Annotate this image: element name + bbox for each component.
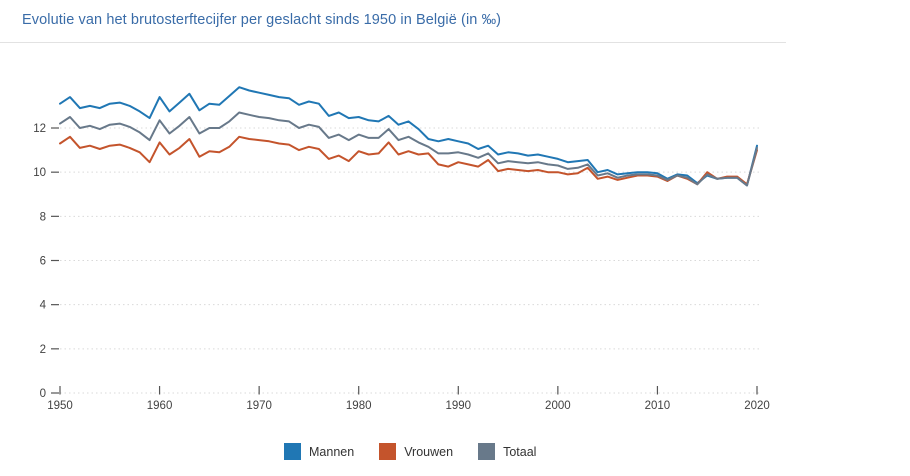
legend-item-totaal[interactable]: Totaal bbox=[478, 443, 536, 460]
chart-title: Evolutie van het brutosterftecijfer per … bbox=[22, 12, 502, 28]
legend-swatch-icon bbox=[284, 443, 301, 460]
x-tick-label: 2010 bbox=[645, 400, 671, 412]
y-tick-label: 6 bbox=[40, 256, 46, 268]
x-tick-label: 1970 bbox=[246, 400, 272, 412]
y-tick-label: 8 bbox=[40, 211, 46, 223]
legend-item-mannen[interactable]: Mannen bbox=[284, 443, 354, 460]
legend-label: Totaal bbox=[503, 444, 537, 459]
y-tick-label: 12 bbox=[33, 123, 46, 135]
legend-swatch-icon bbox=[478, 443, 496, 460]
y-tick-label: 4 bbox=[40, 300, 47, 312]
x-tick-label: 1980 bbox=[346, 400, 372, 412]
x-tick-label: 1960 bbox=[147, 400, 173, 412]
y-tick-label: 10 bbox=[33, 167, 46, 179]
legend-item-vrouwen[interactable]: Vrouwen bbox=[379, 443, 453, 460]
legend-swatch-icon bbox=[379, 443, 397, 460]
title-divider bbox=[0, 42, 786, 43]
series-line-mannen bbox=[59, 86, 758, 187]
x-tick-label: 1990 bbox=[445, 400, 471, 412]
legend-label: Mannen bbox=[309, 444, 355, 459]
legend-label: Vrouwen bbox=[404, 444, 454, 459]
chart-legend: Mannen Vrouwen Totaal bbox=[284, 443, 536, 460]
series-line-vrouwen bbox=[59, 135, 758, 186]
x-tick-label: 2020 bbox=[744, 400, 770, 412]
y-tick-label: 2 bbox=[40, 344, 46, 356]
y-tick-label: 0 bbox=[40, 388, 46, 400]
x-tick-label: 1950 bbox=[47, 400, 73, 412]
series-line-totaal bbox=[59, 111, 758, 187]
x-tick-label: 2000 bbox=[545, 400, 571, 412]
